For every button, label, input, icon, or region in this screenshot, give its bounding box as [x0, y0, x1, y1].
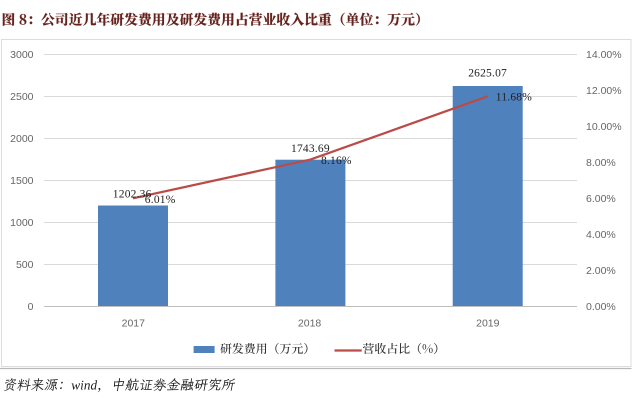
svg-text:2019: 2019 — [476, 317, 500, 329]
svg-text:500: 500 — [16, 259, 34, 271]
svg-text:8.00%: 8.00% — [586, 157, 616, 169]
svg-text:0.00%: 0.00% — [586, 301, 616, 313]
svg-text:14.00%: 14.00% — [586, 49, 622, 61]
svg-text:2017: 2017 — [122, 317, 146, 329]
svg-text:2000: 2000 — [10, 133, 34, 145]
svg-text:10.00%: 10.00% — [586, 121, 622, 133]
svg-text:11.68%: 11.68% — [496, 92, 532, 104]
svg-text:2625.07: 2625.07 — [468, 68, 507, 80]
svg-text:2500: 2500 — [10, 91, 34, 103]
svg-text:6.00%: 6.00% — [586, 193, 616, 205]
svg-text:2018: 2018 — [298, 317, 322, 329]
svg-text:8.16%: 8.16% — [321, 155, 352, 167]
svg-text:4.00%: 4.00% — [586, 229, 616, 241]
svg-text:1202.36: 1202.36 — [113, 189, 152, 201]
svg-text:2.00%: 2.00% — [586, 265, 616, 277]
svg-text:1500: 1500 — [10, 175, 34, 187]
svg-text:1000: 1000 — [10, 217, 34, 229]
svg-text:1743.69: 1743.69 — [291, 143, 330, 155]
svg-text:0: 0 — [28, 301, 34, 313]
svg-text:6.01%: 6.01% — [145, 194, 176, 206]
svg-text:12.00%: 12.00% — [586, 85, 622, 97]
svg-text:3000: 3000 — [10, 49, 34, 61]
